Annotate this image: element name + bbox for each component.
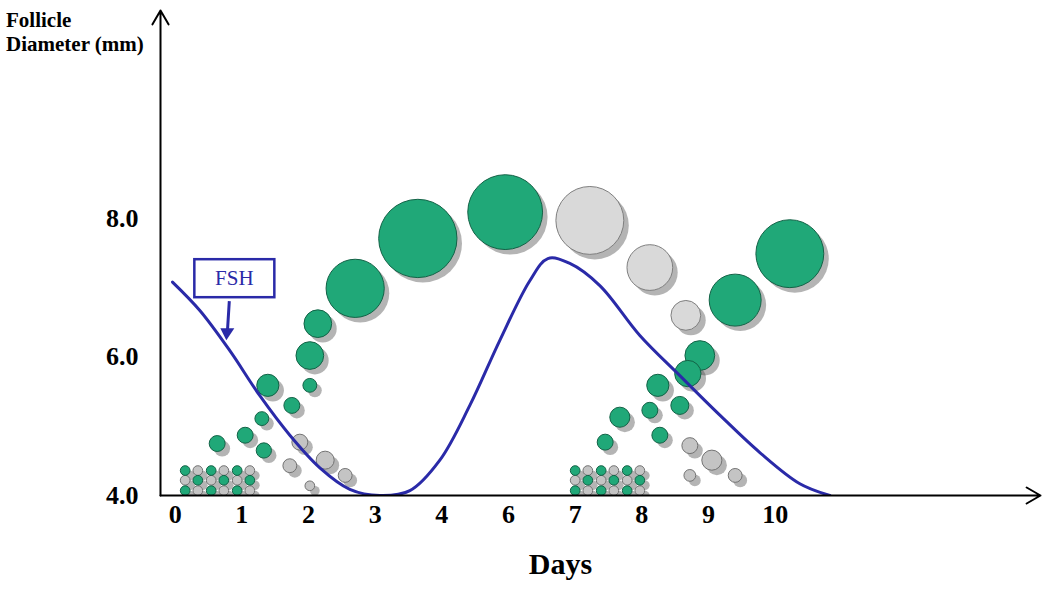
svg-text:9: 9 [702, 500, 715, 529]
svg-text:2: 2 [302, 500, 315, 529]
html-text:Follicle Diameter (mm): Follicle Diameter (mm) [6, 8, 144, 57]
svg-text:4.0: 4.0 [106, 481, 139, 510]
svg-text:7: 7 [569, 500, 582, 529]
svg-text:Days: Days [529, 547, 592, 580]
svg-text:10: 10 [762, 500, 788, 529]
svg-text:3: 3 [369, 500, 382, 529]
svg-text:6: 6 [502, 500, 515, 529]
svg-text:FSH: FSH [215, 266, 254, 290]
svg-text:0: 0 [169, 500, 182, 529]
svg-text:6.0: 6.0 [106, 342, 139, 371]
svg-text:8: 8 [635, 500, 648, 529]
svg-text:1: 1 [235, 500, 248, 529]
svg-text:4: 4 [435, 500, 448, 529]
svg-text:8.0: 8.0 [106, 204, 139, 233]
